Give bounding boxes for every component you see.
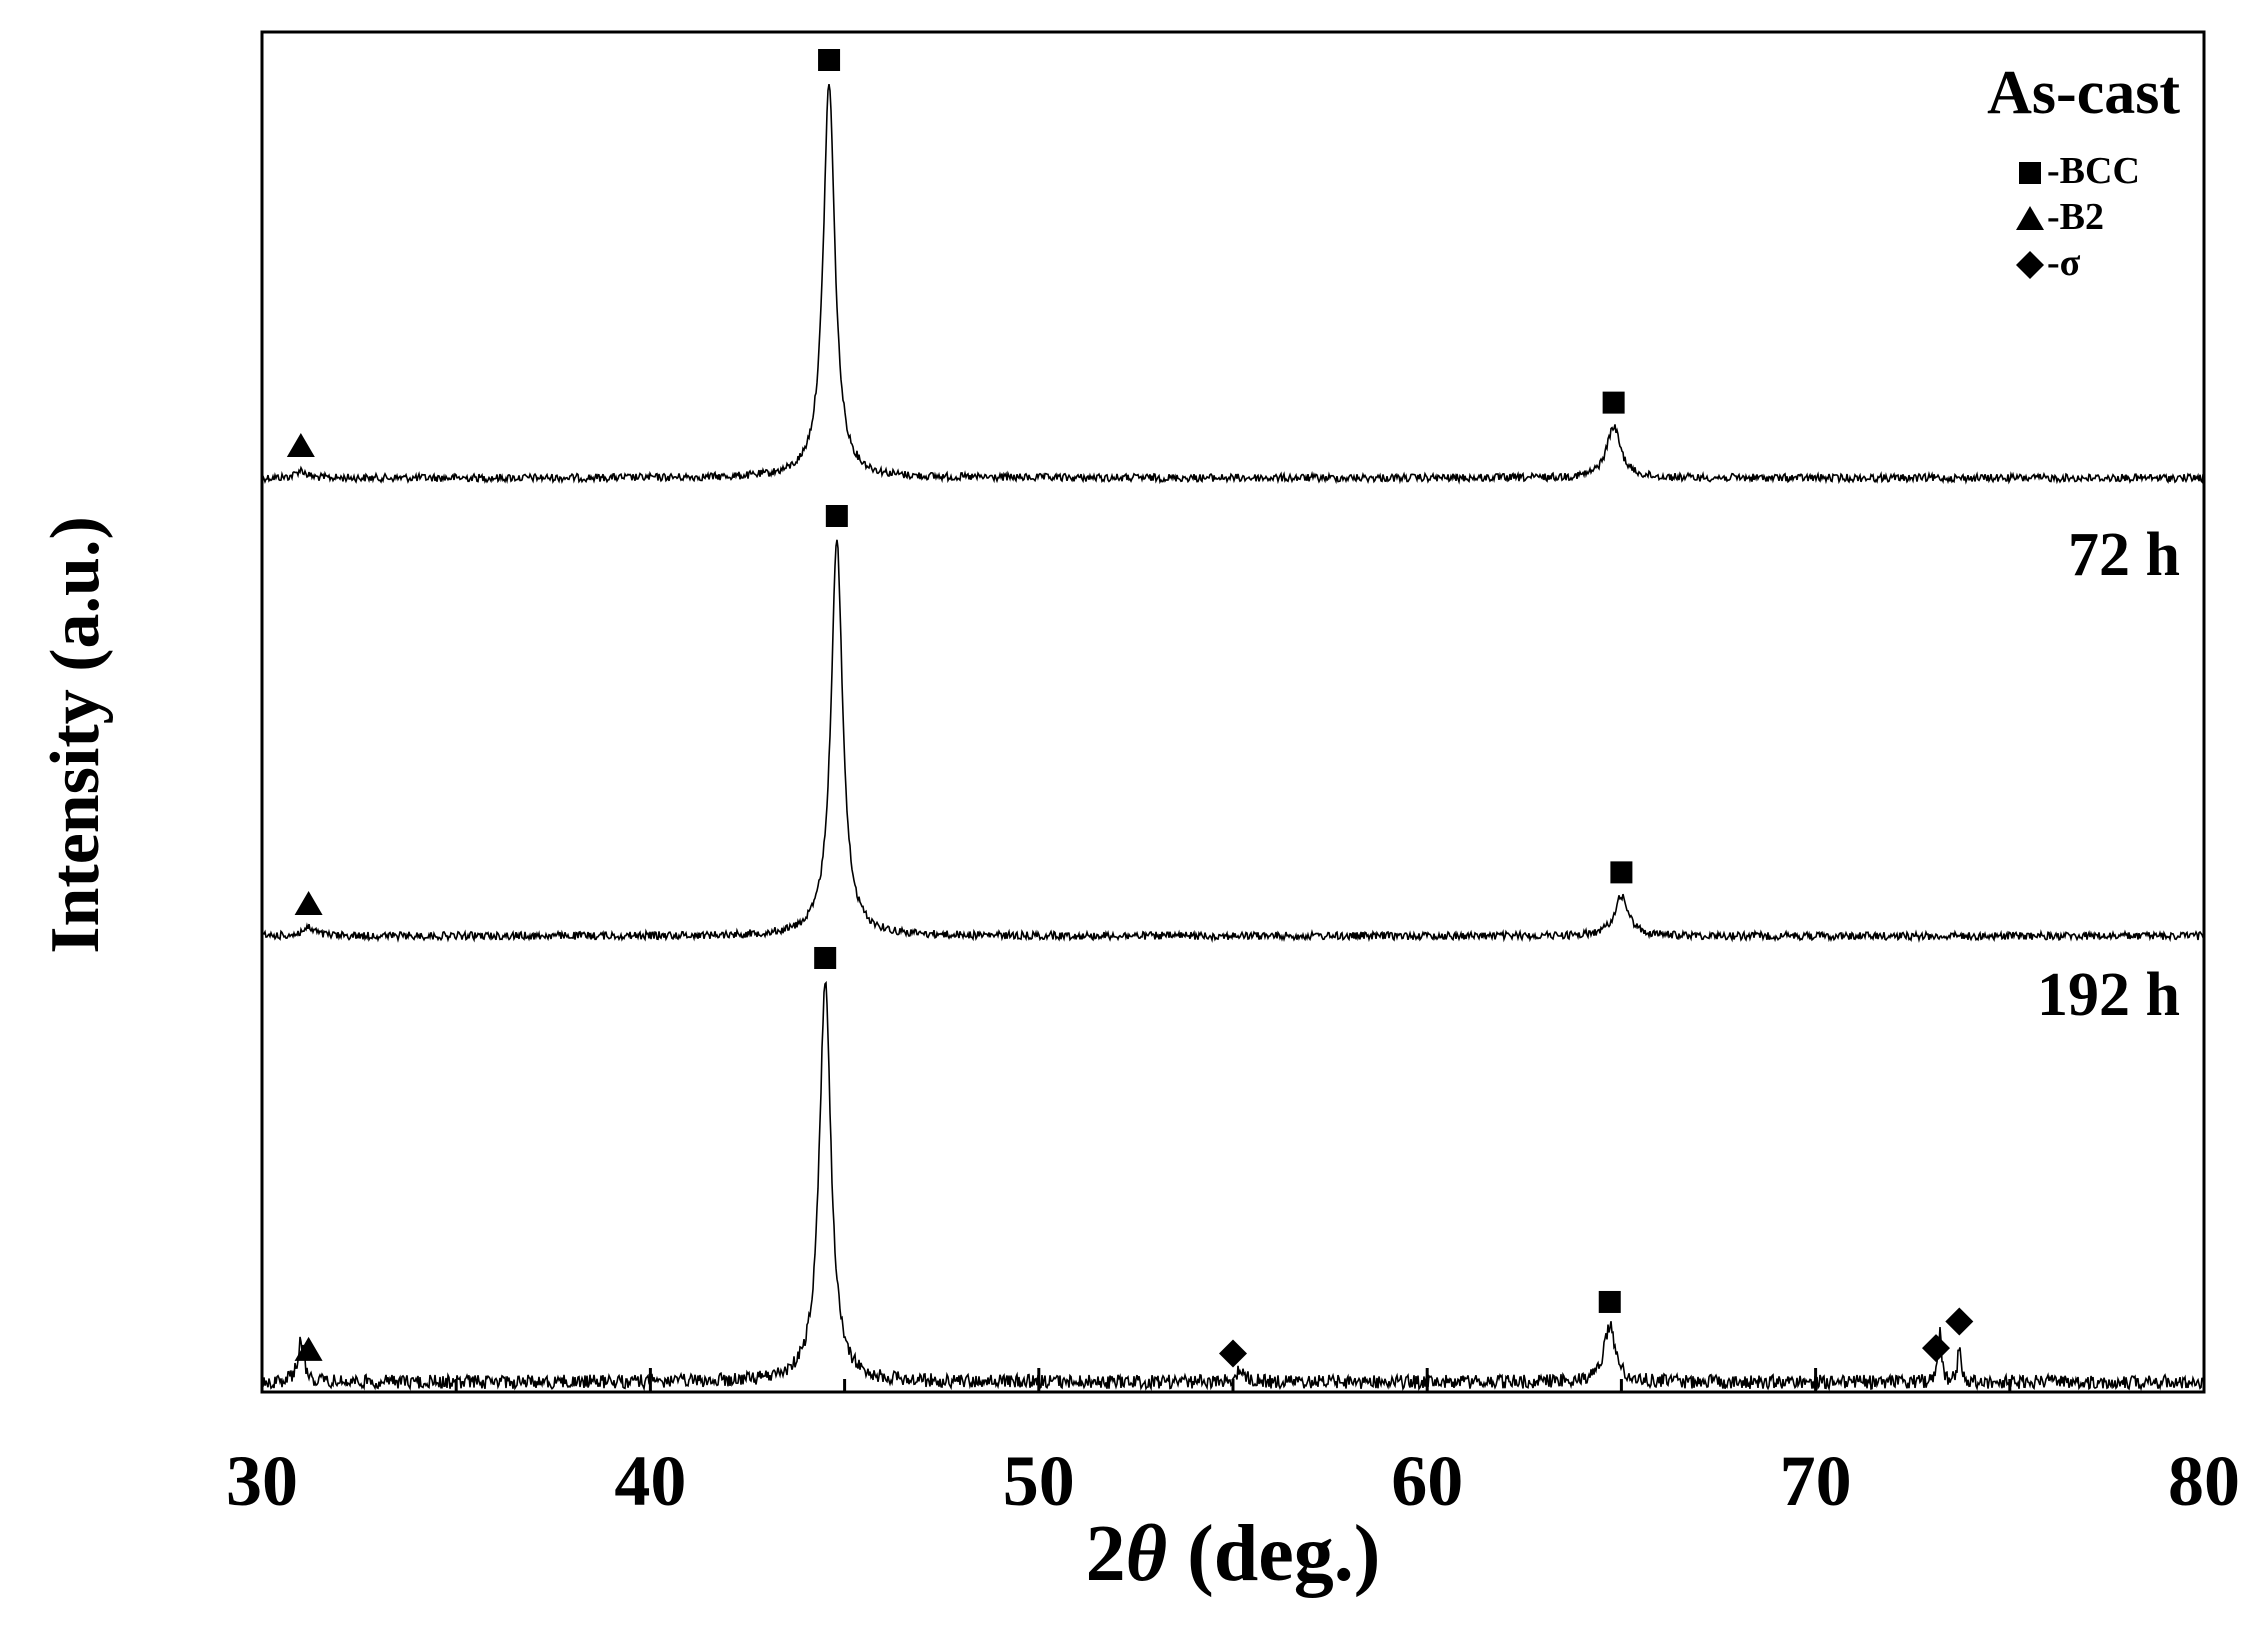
bcc-marker bbox=[818, 49, 841, 71]
b2-marker bbox=[294, 891, 323, 916]
legend: -BCC-B2-σ bbox=[2016, 150, 2140, 284]
legend-diamond-icon bbox=[2016, 251, 2044, 279]
legend-square-icon bbox=[2019, 162, 2041, 184]
legend-label: -BCC bbox=[2047, 150, 2140, 192]
sigma-marker bbox=[1219, 1339, 1247, 1368]
legend-label: -σ bbox=[2047, 242, 2081, 284]
x-tick-label: 50 bbox=[1003, 1441, 1075, 1521]
trace-line bbox=[261, 83, 2205, 485]
y-axis-label: Intensity (a.u.) bbox=[37, 516, 114, 954]
plot-frame bbox=[260, 30, 2206, 1394]
x-axis-label: 2θ (deg.) bbox=[1086, 1510, 1381, 1598]
series-label: As-cast bbox=[1987, 59, 2180, 127]
trace-line bbox=[261, 539, 2205, 943]
x-tick-label: 40 bbox=[614, 1441, 686, 1521]
sigma-marker bbox=[1945, 1307, 1974, 1336]
x-tick-label: 70 bbox=[1780, 1441, 1852, 1521]
bcc-marker bbox=[814, 946, 837, 969]
series-label: 72 h bbox=[2068, 521, 2180, 589]
b2-marker bbox=[286, 433, 315, 458]
trace-line bbox=[261, 980, 2205, 1392]
x-tick-label: 30 bbox=[226, 1441, 298, 1521]
x-tick-label: 60 bbox=[1391, 1441, 1463, 1521]
traces bbox=[261, 83, 2205, 1392]
sigma-marker bbox=[1922, 1334, 1951, 1363]
series-label: 192 h bbox=[2037, 961, 2180, 1029]
legend-label: -B2 bbox=[2047, 196, 2104, 238]
series-labels: As-cast 72 h 192 h bbox=[1987, 59, 2180, 1029]
bcc-marker bbox=[825, 504, 848, 527]
bcc-marker bbox=[1610, 861, 1633, 884]
x-tick-label: 80 bbox=[2168, 1441, 2240, 1521]
legend-triangle-icon bbox=[2016, 206, 2044, 230]
b2-marker bbox=[294, 1336, 323, 1361]
bcc-marker bbox=[1602, 391, 1625, 414]
x-axis-tick-labels: 30 40 50 60 70 80 bbox=[226, 1441, 2240, 1521]
bcc-marker bbox=[1598, 1290, 1621, 1313]
phase-markers bbox=[286, 49, 1974, 1368]
